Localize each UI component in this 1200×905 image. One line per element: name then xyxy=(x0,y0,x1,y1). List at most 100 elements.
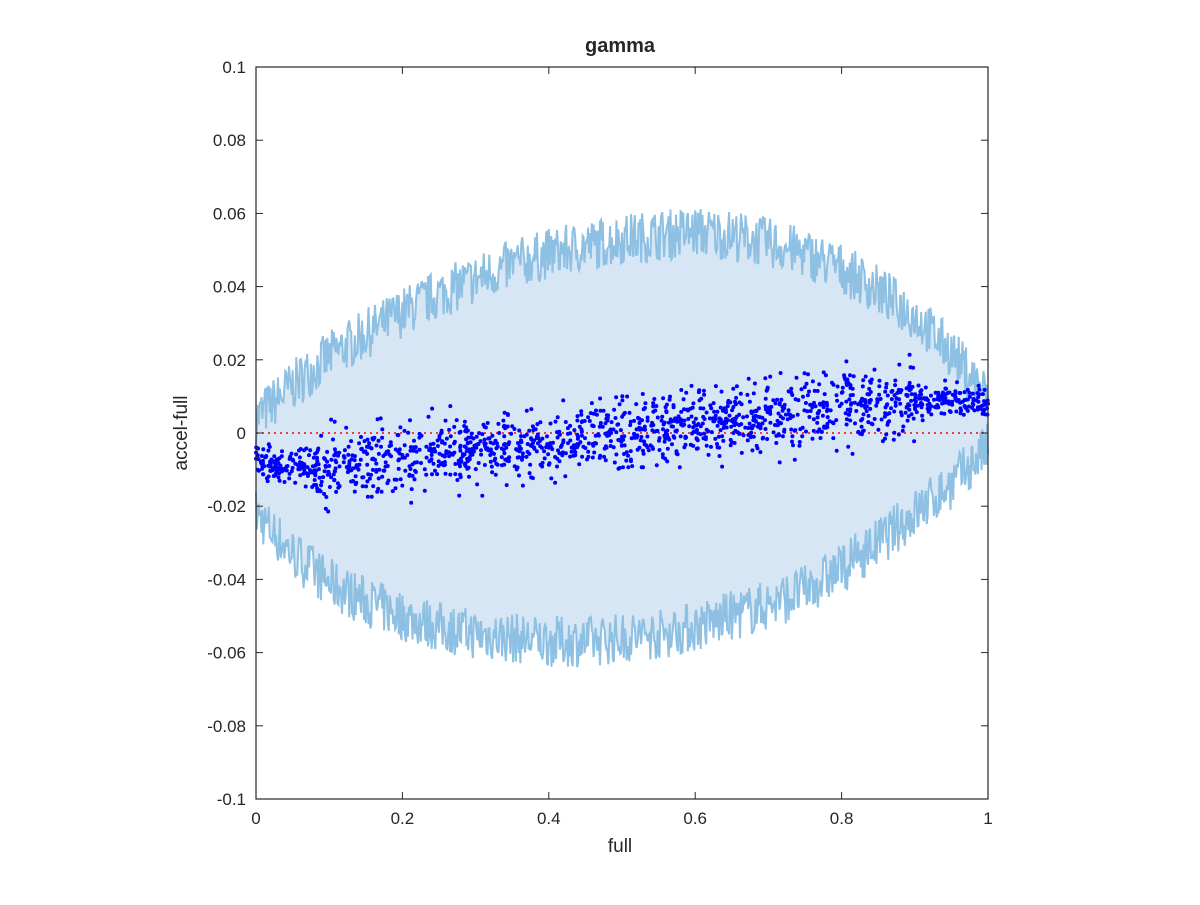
data-point xyxy=(861,378,866,383)
data-point xyxy=(909,398,914,403)
data-point xyxy=(723,407,728,412)
data-point xyxy=(480,432,485,437)
data-point xyxy=(542,449,547,454)
data-point xyxy=(848,373,852,378)
data-point xyxy=(834,393,839,398)
data-point xyxy=(929,412,934,417)
data-point xyxy=(586,449,591,454)
data-point xyxy=(844,383,849,387)
data-point xyxy=(860,384,865,389)
data-point xyxy=(496,421,501,426)
data-point xyxy=(883,389,888,394)
data-point xyxy=(681,397,686,402)
data-point xyxy=(269,457,274,462)
data-point xyxy=(465,466,470,471)
data-point xyxy=(482,463,487,467)
data-point xyxy=(684,390,689,395)
data-point xyxy=(982,407,987,412)
data-point xyxy=(422,488,427,493)
data-point xyxy=(365,437,370,442)
data-point xyxy=(362,439,367,444)
data-point xyxy=(858,431,862,436)
data-point xyxy=(731,431,736,435)
data-point xyxy=(565,426,570,431)
data-point xyxy=(478,439,483,444)
data-point xyxy=(730,408,735,413)
data-point xyxy=(720,408,725,413)
data-point xyxy=(958,391,963,395)
data-point xyxy=(390,489,395,494)
data-point xyxy=(651,404,656,409)
data-point xyxy=(514,447,519,452)
data-point xyxy=(717,454,722,458)
data-point xyxy=(704,443,709,448)
data-point xyxy=(760,421,765,426)
data-point xyxy=(332,419,337,424)
data-point xyxy=(657,438,661,443)
data-point xyxy=(786,389,791,394)
data-point xyxy=(899,388,904,393)
data-point xyxy=(774,441,779,445)
data-point xyxy=(773,401,778,406)
data-point xyxy=(381,454,386,458)
data-point xyxy=(359,435,363,439)
data-point xyxy=(642,442,647,447)
data-point xyxy=(594,412,599,417)
data-point xyxy=(703,437,708,442)
data-point xyxy=(900,428,905,433)
data-point xyxy=(504,445,509,450)
data-point xyxy=(668,394,672,399)
data-point xyxy=(910,384,915,389)
data-point xyxy=(746,426,751,430)
data-point xyxy=(379,444,383,449)
data-point xyxy=(587,419,592,423)
data-point xyxy=(412,438,416,443)
data-point xyxy=(349,439,354,444)
data-point xyxy=(333,458,338,463)
data-point xyxy=(650,428,655,433)
data-point xyxy=(889,389,894,394)
data-point xyxy=(344,425,349,430)
data-point xyxy=(557,432,562,437)
data-point xyxy=(463,429,468,434)
data-point xyxy=(682,418,687,423)
data-point xyxy=(290,465,295,470)
data-point xyxy=(575,418,580,423)
data-point xyxy=(555,435,560,440)
data-point xyxy=(458,473,463,477)
data-point xyxy=(928,405,933,409)
data-point xyxy=(818,436,823,440)
data-point xyxy=(877,392,882,397)
data-point xyxy=(324,495,329,499)
data-point xyxy=(342,455,347,460)
data-point xyxy=(777,401,782,406)
data-point xyxy=(342,448,347,453)
data-point xyxy=(604,416,609,421)
data-point xyxy=(547,461,552,466)
data-point xyxy=(716,434,721,439)
data-point xyxy=(875,397,880,402)
data-point xyxy=(457,493,462,498)
data-point xyxy=(422,467,427,472)
data-point xyxy=(646,448,651,453)
data-point xyxy=(430,406,435,411)
data-point xyxy=(553,480,558,485)
data-point xyxy=(436,463,441,468)
data-point xyxy=(789,386,794,391)
data-point xyxy=(860,417,865,421)
data-point xyxy=(612,460,617,465)
data-point xyxy=(676,414,681,419)
data-point xyxy=(532,445,536,450)
data-point xyxy=(802,371,807,376)
data-point xyxy=(932,397,936,402)
data-point xyxy=(758,424,763,429)
data-point xyxy=(345,470,350,475)
data-point xyxy=(452,441,457,446)
data-point xyxy=(771,398,776,403)
data-point xyxy=(776,411,781,416)
data-point xyxy=(525,449,530,454)
data-point xyxy=(287,476,292,481)
data-point xyxy=(786,408,791,413)
data-point xyxy=(720,434,725,439)
